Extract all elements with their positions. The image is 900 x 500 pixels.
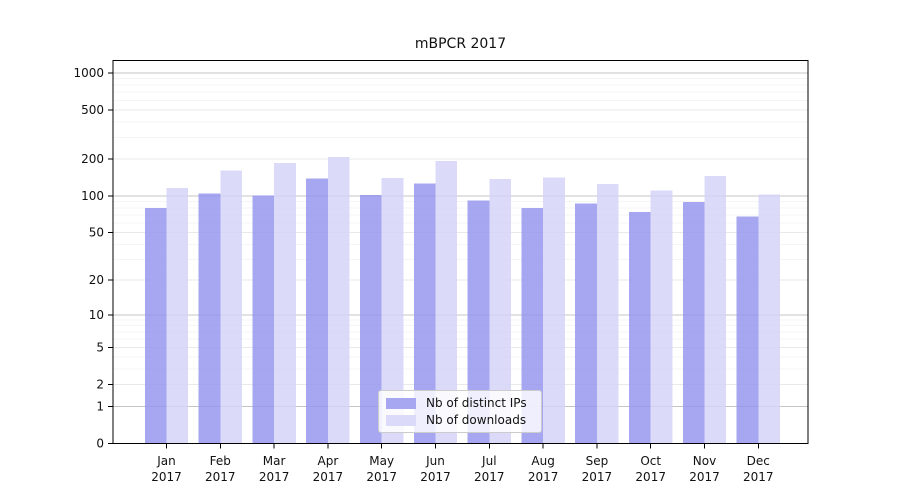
legend-label-downloads: Nb of downloads bbox=[426, 413, 527, 427]
x-tick-label-year: 2017 bbox=[366, 470, 397, 484]
y-tick-label: 2 bbox=[96, 378, 104, 392]
y-tick-label: 10 bbox=[89, 308, 104, 322]
x-tick-label-month: Feb bbox=[210, 454, 231, 468]
bar-distinct-ips-jun bbox=[413, 183, 436, 444]
x-tick-label-month: Apr bbox=[318, 454, 339, 468]
bar-downloads-sep bbox=[596, 184, 619, 444]
y-tick-label: 50 bbox=[89, 226, 104, 240]
x-tick-label-month: Nov bbox=[693, 454, 716, 468]
bar-downloads-jul bbox=[489, 179, 511, 444]
bar-downloads-feb bbox=[220, 170, 242, 444]
plot-frame bbox=[112, 60, 809, 444]
x-tick-label-year: 2017 bbox=[313, 470, 344, 484]
x-tick-label-month: Mar bbox=[263, 454, 286, 468]
bar-distinct-ips-apr bbox=[306, 178, 328, 444]
bar-distinct-ips-may bbox=[360, 194, 382, 444]
x-tick-label-year: 2017 bbox=[635, 470, 666, 484]
bar-distinct-ips-feb bbox=[198, 193, 221, 444]
x-tick-label-year: 2017 bbox=[420, 470, 451, 484]
legend-swatch-downloads bbox=[386, 414, 416, 426]
y-tick-label: 200 bbox=[81, 152, 104, 166]
x-tick-label-month: Sep bbox=[586, 454, 609, 468]
y-tick-label: 1 bbox=[96, 399, 104, 413]
bar-distinct-ips-sep bbox=[575, 203, 597, 444]
y-tick-label: 20 bbox=[89, 273, 104, 287]
bar-distinct-ips-oct bbox=[629, 211, 651, 444]
x-tick-label-year: 2017 bbox=[528, 470, 559, 484]
bar-downloads-may bbox=[381, 178, 404, 444]
bar-distinct-ips-jul bbox=[467, 200, 490, 444]
legend-item-downloads: Nb of downloads bbox=[386, 413, 534, 427]
x-tick-label-month: May bbox=[369, 454, 394, 468]
bar-downloads-aug bbox=[543, 177, 565, 444]
bar-distinct-ips-nov bbox=[682, 202, 705, 444]
y-tick-label: 5 bbox=[96, 340, 104, 354]
bar-distinct-ips-mar bbox=[252, 195, 275, 444]
x-tick-label-year: 2017 bbox=[689, 470, 720, 484]
legend-item-distinct-ips: Nb of distinct IPs bbox=[386, 396, 534, 410]
bar-downloads-nov bbox=[704, 175, 727, 444]
x-tick-label-year: 2017 bbox=[151, 470, 182, 484]
y-tick-label: 0 bbox=[96, 437, 104, 451]
x-tick-label-year: 2017 bbox=[205, 470, 236, 484]
bar-downloads-mar bbox=[274, 162, 296, 444]
bar-distinct-ips-aug bbox=[521, 207, 544, 444]
bar-distinct-ips-jan bbox=[144, 207, 167, 444]
x-tick-label-month: Jan bbox=[156, 454, 176, 468]
bar-downloads-apr bbox=[327, 157, 350, 444]
y-tick-label: 500 bbox=[81, 103, 104, 117]
x-tick-label-year: 2017 bbox=[582, 470, 613, 484]
x-tick-label-month: Jul bbox=[481, 454, 496, 468]
x-tick-label-month: Dec bbox=[747, 454, 770, 468]
bar-downloads-jun bbox=[435, 161, 458, 444]
x-tick-label-month: Jun bbox=[425, 454, 445, 468]
x-tick-label-month: Oct bbox=[640, 454, 661, 468]
x-tick-label-year: 2017 bbox=[743, 470, 774, 484]
legend: Nb of distinct IPs Nb of downloads bbox=[378, 390, 542, 433]
x-tick-label-year: 2017 bbox=[474, 470, 505, 484]
bar-downloads-jan bbox=[166, 188, 189, 444]
bar-downloads-dec bbox=[758, 194, 780, 444]
x-tick-label-year: 2017 bbox=[259, 470, 290, 484]
bar-downloads-oct bbox=[650, 190, 673, 444]
y-tick-label: 100 bbox=[81, 189, 104, 203]
bar-distinct-ips-dec bbox=[736, 216, 759, 444]
y-tick-label: 1000 bbox=[73, 66, 104, 80]
legend-label-distinct-ips: Nb of distinct IPs bbox=[426, 396, 527, 410]
chart-title: mBPCR 2017 bbox=[414, 36, 507, 52]
legend-swatch-distinct-ips bbox=[386, 397, 416, 409]
x-tick-label-month: Aug bbox=[531, 454, 554, 468]
